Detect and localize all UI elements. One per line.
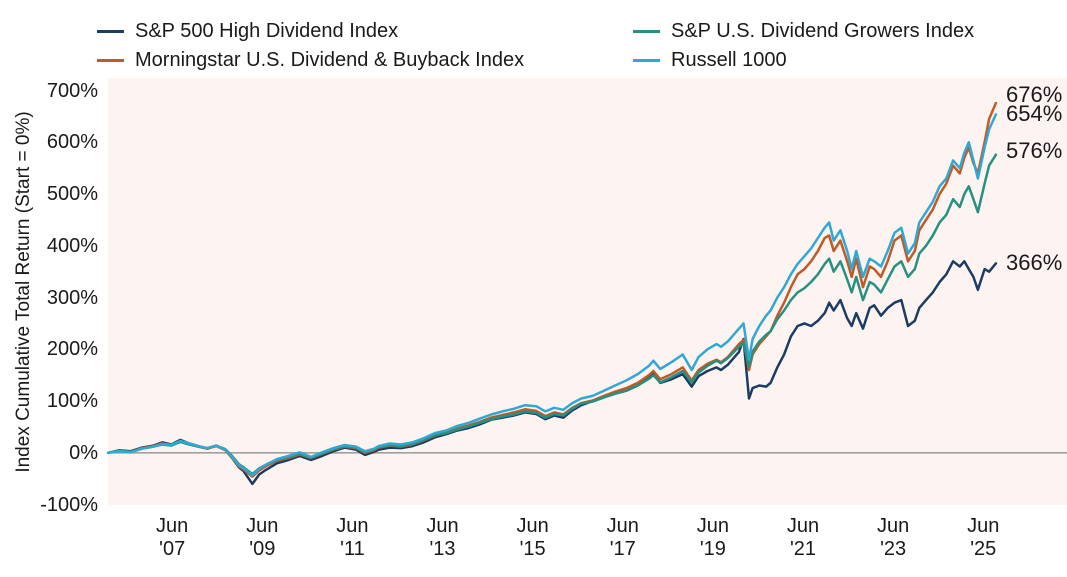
legend-line-swatch <box>633 58 660 62</box>
x-tick-year: '11 <box>340 538 365 560</box>
legend-label: S&P 500 High Dividend Index <box>135 19 399 42</box>
x-tick-label: Jun '15 <box>488 515 578 561</box>
legend-item: S&P 500 High Dividend Index <box>97 20 524 42</box>
series-line-1 <box>106 260 998 486</box>
x-tick-month: Jun <box>516 515 549 537</box>
x-tick-year: '13 <box>429 538 456 560</box>
x-tick-month: Jun <box>696 515 730 537</box>
y-tick-label: 400% <box>46 234 98 257</box>
x-tick-month: Jun <box>336 515 369 537</box>
y-tick-label: 600% <box>46 131 98 154</box>
x-tick-year: '15 <box>519 538 546 560</box>
x-tick-year: '17 <box>609 538 636 560</box>
x-tick-label: Jun '11 <box>307 515 397 561</box>
legend-column-1: S&P 500 High Dividend Index Morningstar U… <box>97 20 524 78</box>
x-tick-label: Jun '07 <box>127 515 217 561</box>
x-tick-label: Jun '21 <box>758 515 848 561</box>
legend-item: Morningstar U.S. Dividend & Buyback Inde… <box>97 49 524 71</box>
x-tick-label: Jun '13 <box>398 515 488 561</box>
legend-item: Russell 1000 <box>633 49 974 71</box>
x-tick-label: Jun '09 <box>217 515 307 561</box>
y-tick-label: -100% <box>40 493 98 516</box>
x-tick-month: Jun <box>786 515 820 537</box>
x-tick-year: '09 <box>249 538 276 560</box>
x-tick-label: Jun '17 <box>578 515 668 561</box>
y-tick-label: 0% <box>69 441 98 464</box>
x-tick-month: Jun <box>967 515 1000 537</box>
series-line-2 <box>106 101 998 478</box>
y-tick-label: 200% <box>46 338 98 361</box>
plot-area <box>108 78 1067 505</box>
legend-label: Russell 1000 <box>671 48 787 71</box>
series-line-4 <box>106 113 998 477</box>
x-tick-year: '21 <box>789 538 817 560</box>
legend-column-2: S&P U.S. Dividend Growers Index Russell 1… <box>633 20 974 78</box>
series-end-label: 576% <box>1006 137 1063 163</box>
x-tick-year: '25 <box>970 538 997 560</box>
x-tick-year: '19 <box>699 538 726 560</box>
x-tick-label: Jun '23 <box>848 515 938 561</box>
series-end-label: 676% <box>1006 81 1063 107</box>
y-tick-label: 700% <box>46 79 98 102</box>
legend-label: S&P U.S. Dividend Growers Index <box>671 19 975 42</box>
legend-line-swatch <box>633 29 660 33</box>
legend-line-swatch <box>97 58 124 62</box>
y-tick-label: 500% <box>46 183 98 206</box>
y-tick-label: 300% <box>46 286 98 309</box>
x-tick-month: Jun <box>877 515 910 537</box>
x-tick-year: '23 <box>880 538 907 560</box>
x-tick-year: '07 <box>159 538 186 560</box>
series-end-label: 366% <box>1006 250 1063 276</box>
x-tick-label: Jun '19 <box>668 515 758 561</box>
x-tick-month: Jun <box>246 515 279 537</box>
legend-line-swatch <box>97 29 124 33</box>
x-tick-month: Jun <box>426 515 459 537</box>
y-tick-label: 100% <box>46 390 98 413</box>
x-tick-month: Jun <box>606 515 639 537</box>
x-tick-month: Jun <box>156 515 189 537</box>
series-end-label: 654% <box>1006 101 1063 127</box>
series-line-3 <box>106 153 998 476</box>
legend-label: Morningstar U.S. Dividend & Buyback Inde… <box>135 48 525 71</box>
x-tick-label: Jun '25 <box>938 515 1028 561</box>
legend-item: S&P U.S. Dividend Growers Index <box>633 20 974 42</box>
